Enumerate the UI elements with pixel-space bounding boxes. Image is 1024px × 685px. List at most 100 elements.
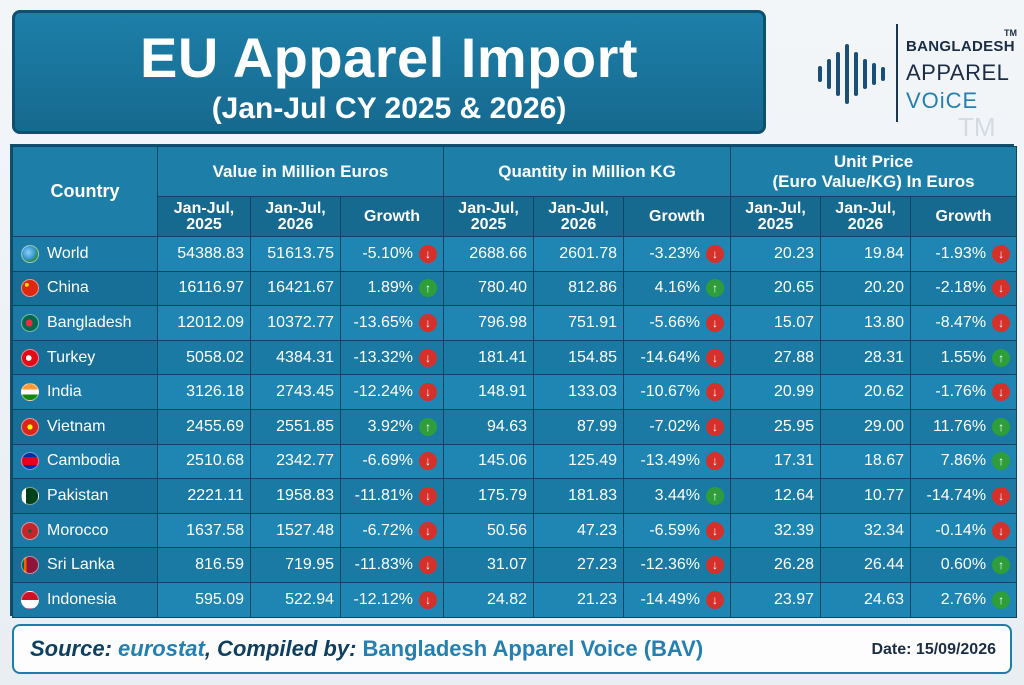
logo-divider: [896, 24, 898, 122]
arrow-down-icon: ↓: [419, 244, 438, 263]
arrow-down-icon: ↓: [706, 452, 725, 471]
quantity-2025-cell: 796.98: [443, 305, 535, 341]
arrow-up-icon: ↑: [992, 556, 1011, 575]
growth-value: -6.69%: [362, 452, 414, 470]
price-growth-cell: 7.86% ↑: [910, 443, 1018, 480]
price-2026-cell: 19.84: [820, 236, 912, 272]
price-2026-cell: 28.31: [820, 339, 912, 376]
growth-value: -6.72%: [362, 521, 414, 539]
value-2025-cell: 816.59: [157, 547, 251, 583]
compiled-value: Bangladesh Apparel Voice (BAV): [362, 636, 704, 661]
quantity-2025-cell: 780.40: [443, 270, 535, 307]
table-row: Cambodia 2510.68 2342.77 -6.69% ↓ 145.06 125.4…: [12, 443, 1018, 480]
value-2025-cell: 2221.11: [157, 478, 251, 514]
flag-id-icon: [21, 590, 39, 609]
quantity-growth-cell: -6.59% ↓: [623, 512, 732, 549]
quantity-growth-cell: -12.36% ↓: [623, 547, 732, 583]
growth-value: -11.83%: [354, 556, 414, 574]
value-2026-cell: 2342.77: [250, 443, 341, 480]
country-cell: Indonesia: [12, 581, 158, 618]
quantity-growth-cell: 4.16% ↑: [623, 270, 732, 307]
logo-tm: TM: [1004, 28, 1017, 38]
quantity-growth-cell: -3.23% ↓: [623, 236, 732, 272]
growth-value: 2.76%: [940, 590, 987, 608]
quantity-2026-cell: 154.85: [533, 339, 625, 376]
year-header-line-2: 2026: [847, 215, 884, 233]
country-name: Morocco: [47, 521, 109, 539]
value-2025-cell: 595.09: [157, 581, 251, 618]
year-header-line-1: Jan-Jul,: [835, 199, 896, 217]
value-2025-cell: 5058.02: [157, 339, 251, 376]
source-value: eurostat: [118, 636, 205, 661]
country-name: Cambodia: [47, 452, 120, 470]
footer-bar: Source: eurostat, Compiled by: Banglades…: [12, 624, 1012, 674]
year-header-line-1: Jan-Jul,: [548, 199, 609, 217]
country-cell: India: [12, 374, 158, 410]
price-growth-cell: 0.60% ↑: [910, 547, 1018, 583]
price-2025-cell: 20.65: [730, 270, 822, 307]
arrow-up-icon: ↑: [992, 348, 1011, 367]
year-header-line-2: 2026: [560, 215, 597, 233]
quantity-2025-cell: 94.63: [443, 408, 535, 445]
value-2026-cell: 1958.83: [250, 478, 341, 514]
flag-kh-icon: [21, 452, 39, 471]
value-growth-cell: -13.65% ↓: [339, 305, 445, 341]
flag-lk-icon: [21, 556, 39, 575]
value-growth-cell: -12.24% ↓: [339, 374, 445, 410]
quantity-growth-cell: -5.66% ↓: [623, 305, 732, 341]
price-growth-cell: 1.55% ↑: [910, 339, 1018, 376]
flag-globe-icon: [21, 244, 39, 263]
arrow-down-icon: ↓: [992, 279, 1011, 298]
arrow-down-icon: ↓: [419, 383, 438, 402]
value-y2025-header: Jan-Jul, 2025: [157, 196, 251, 237]
quantity-2025-cell: 24.82: [443, 581, 535, 618]
arrow-down-icon: ↓: [706, 590, 725, 609]
value-2026-cell: 10372.77: [250, 305, 341, 341]
price-2026-cell: 32.34: [820, 512, 912, 549]
logo-line-1: BANGLADESH: [906, 38, 1015, 55]
country-header: Country: [12, 146, 158, 237]
quantity-growth-cell: -7.02% ↓: [623, 408, 732, 445]
growth-value: 1.89%: [367, 279, 414, 297]
price-growth-cell: 11.76% ↑: [910, 408, 1018, 445]
growth-value: -5.10%: [362, 244, 414, 262]
arrow-down-icon: ↓: [706, 244, 725, 263]
value-2025-cell: 2510.68: [157, 443, 251, 480]
quantity-y2026-header: Jan-Jul, 2026: [533, 196, 625, 237]
value-2026-cell: 1527.48: [250, 512, 341, 549]
price-growth-cell: -1.76% ↓: [910, 374, 1018, 410]
table-row: Indonesia 595.09 522.94 -12.12% ↓ 24.82 21.23-…: [12, 581, 1018, 618]
date-label: Date: 15/09/2026: [871, 641, 996, 658]
arrow-down-icon: ↓: [992, 244, 1011, 263]
quantity-2025-cell: 31.07: [443, 547, 535, 583]
arrow-up-icon: ↑: [419, 417, 438, 436]
price-2026-cell: 18.67: [820, 443, 912, 480]
price-y2025-header: Jan-Jul, 2025: [730, 196, 822, 237]
arrow-up-icon: ↑: [992, 590, 1011, 609]
growth-value: -14.74%: [926, 486, 987, 504]
arrow-down-icon: ↓: [992, 486, 1011, 505]
value-growth-cell: 3.92% ↑: [339, 408, 445, 445]
growth-value: -12.24%: [353, 383, 414, 401]
price-header-line-1: Unit Price: [833, 151, 914, 171]
price-growth-cell: -14.74% ↓: [910, 478, 1018, 514]
growth-value: -6.59%: [649, 521, 701, 539]
year-header-line-2: 2025: [757, 215, 794, 233]
arrow-down-icon: ↓: [706, 348, 725, 367]
table-row: Sri Lanka 816.59 719.95 -11.83% ↓ 31.07 27.23-…: [12, 547, 1018, 583]
arrow-down-icon: ↓: [419, 348, 438, 367]
value-2025-cell: 2455.69: [157, 408, 251, 445]
value-2025-cell: 54388.83: [157, 236, 251, 272]
title-banner: EU Apparel Import (Jan-Jul CY 2025 & 202…: [12, 10, 766, 134]
value-2025-cell: 3126.18: [157, 374, 251, 410]
growth-value: -0.14%: [935, 521, 987, 539]
value-2026-cell: 51613.75: [250, 236, 341, 272]
source-credit: Source: eurostat, Compiled by: Banglades…: [30, 636, 703, 662]
value-2026-cell: 2551.85: [250, 408, 341, 445]
country-name: World: [47, 244, 89, 262]
flag-bd-icon: [21, 313, 39, 332]
price-growth-cell: -1.93% ↓: [910, 236, 1018, 272]
country-name: Turkey: [47, 348, 96, 366]
arrow-down-icon: ↓: [706, 556, 725, 575]
quantity-growth-cell: -13.49% ↓: [623, 443, 732, 480]
